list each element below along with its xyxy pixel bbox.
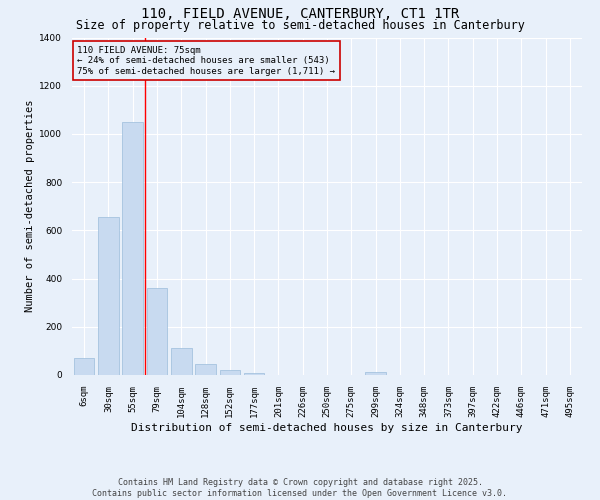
X-axis label: Distribution of semi-detached houses by size in Canterbury: Distribution of semi-detached houses by …: [131, 422, 523, 432]
Bar: [365, 372, 386, 375]
Bar: [244, 372, 265, 375]
Text: 110 FIELD AVENUE: 75sqm
← 24% of semi-detached houses are smaller (543)
75% of s: 110 FIELD AVENUE: 75sqm ← 24% of semi-de…: [77, 46, 335, 76]
Text: Contains HM Land Registry data © Crown copyright and database right 2025.
Contai: Contains HM Land Registry data © Crown c…: [92, 478, 508, 498]
Bar: [146, 288, 167, 375]
Bar: [195, 364, 216, 375]
Text: Size of property relative to semi-detached houses in Canterbury: Size of property relative to semi-detach…: [76, 18, 524, 32]
Text: 110, FIELD AVENUE, CANTERBURY, CT1 1TR: 110, FIELD AVENUE, CANTERBURY, CT1 1TR: [141, 8, 459, 22]
Bar: [171, 348, 191, 375]
Y-axis label: Number of semi-detached properties: Number of semi-detached properties: [25, 100, 35, 312]
Bar: [122, 122, 143, 375]
Bar: [74, 358, 94, 375]
Bar: [220, 370, 240, 375]
Bar: [98, 217, 119, 375]
